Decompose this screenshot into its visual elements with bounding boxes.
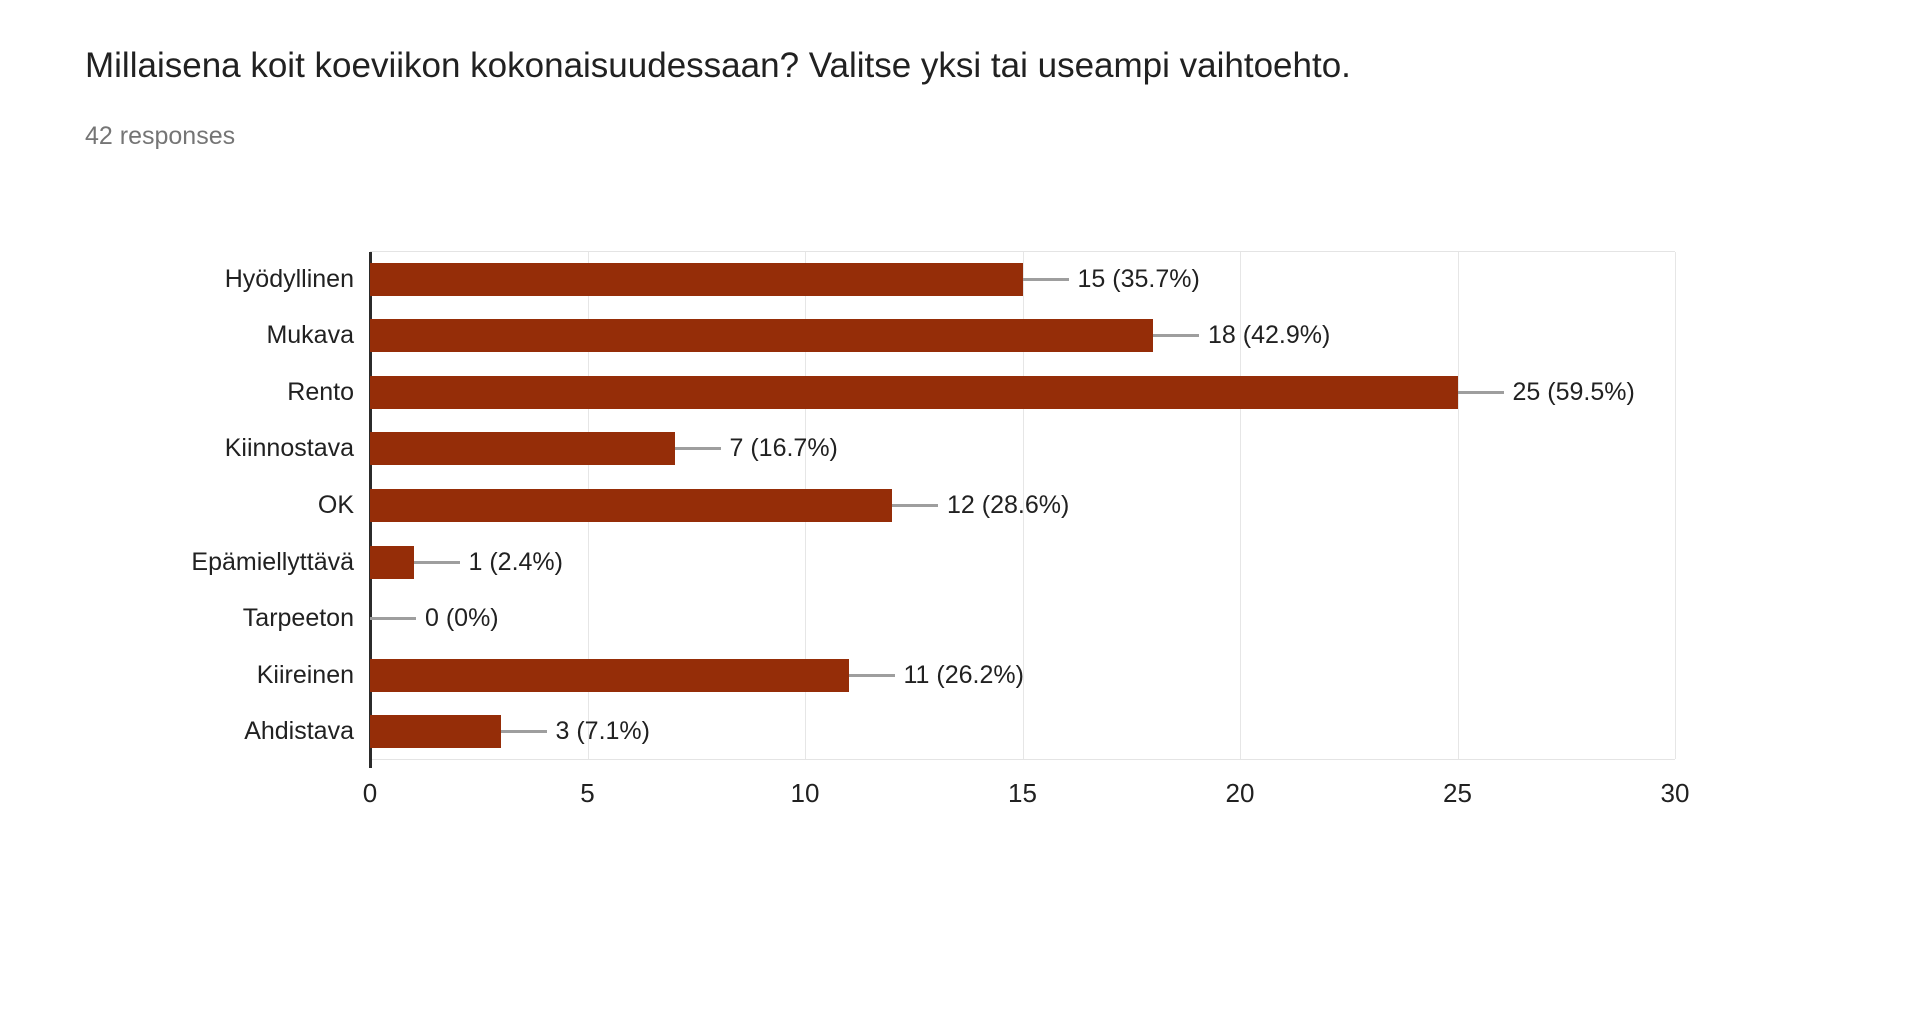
- bar-area: 3 (7.1%): [370, 703, 1675, 760]
- gridline-30: [1675, 252, 1676, 759]
- category-label: Hyödyllinen: [224, 264, 354, 293]
- chart-row: Tarpeeton 0 (0%): [85, 590, 1675, 647]
- bar: [370, 319, 1153, 353]
- category-label: Kiinnostava: [224, 434, 354, 463]
- chart-row: Rento 25 (59.5%): [85, 364, 1675, 421]
- question-title: Millaisena koit koeviikon kokonaisuudess…: [85, 46, 1351, 85]
- value-label: 1 (2.4%): [468, 547, 563, 576]
- gridline-15: [1022, 252, 1024, 759]
- x-tick-label: 5: [580, 777, 595, 808]
- x-tick-label: 0: [362, 777, 378, 808]
- bar: [370, 262, 1023, 296]
- value-label: 18 (42.9%): [1208, 321, 1331, 350]
- bar-chart: Hyödyllinen 15 (35.7%) Mukava 18 (42.9%) Ren…: [85, 251, 1690, 820]
- chart-rows: Hyödyllinen 15 (35.7%) Mukava 18 (42.9%) Ren…: [85, 251, 1675, 760]
- leader-line: [370, 617, 416, 621]
- leader-line: [1457, 390, 1504, 394]
- value-label: 7 (16.7%): [729, 434, 838, 463]
- chart-row: Mukava 18 (42.9%): [85, 308, 1675, 365]
- chart-row: Kiinnostava 7 (16.7%): [85, 421, 1675, 478]
- leader-line: [413, 560, 460, 564]
- bar: [370, 488, 892, 522]
- leader-line: [848, 673, 895, 677]
- bar-area: 15 (35.7%): [370, 251, 1675, 308]
- value-label: 15 (35.7%): [1077, 264, 1200, 293]
- chart-row: Hyödyllinen 15 (35.7%): [85, 251, 1675, 308]
- category-label: Rento: [287, 377, 354, 406]
- category-label: OK: [317, 490, 354, 519]
- value-label: 25 (59.5%): [1512, 377, 1635, 406]
- bar-area: 12 (28.6%): [370, 477, 1675, 534]
- chart-row: Ahdistava 3 (7.1%): [85, 703, 1675, 760]
- bar-area: 0 (0%): [370, 590, 1675, 647]
- x-axis: 0 5 10 15 20 25 30: [363, 760, 1690, 820]
- category-label: Ahdistava: [244, 717, 354, 746]
- leader-line: [674, 447, 721, 451]
- bar-area: 7 (16.7%): [370, 421, 1675, 478]
- bar-area: 1 (2.4%): [370, 534, 1675, 591]
- chart-row: Epämiellyttävä 1 (2.4%): [85, 534, 1675, 591]
- value-label: 0 (0%): [425, 604, 499, 633]
- x-tick-label: 15: [1008, 777, 1037, 808]
- category-label: Kiireinen: [256, 660, 354, 689]
- bar: [370, 545, 414, 579]
- bar: [370, 375, 1458, 409]
- x-tick-label: 10: [790, 777, 820, 808]
- leader-line: [1153, 334, 1199, 338]
- value-label: 12 (28.6%): [947, 490, 1070, 519]
- bar: [370, 432, 675, 466]
- responses-count: 42 responses: [85, 122, 236, 150]
- x-tick-label: 30: [1660, 777, 1690, 808]
- bar-area: 11 (26.2%): [370, 647, 1675, 704]
- chart-header: Millaisena koit koeviikon kokonaisuudess…: [0, 0, 1916, 151]
- leader-line: [1022, 277, 1069, 281]
- value-label: 3 (7.1%): [555, 717, 650, 746]
- chart-row: OK 12 (28.6%): [85, 477, 1675, 534]
- bar-area: 18 (42.9%): [370, 308, 1675, 365]
- bar: [370, 658, 849, 692]
- x-tick-label: 20: [1225, 777, 1255, 808]
- gridline-25: [1457, 252, 1459, 759]
- bar-area: 25 (59.5%): [370, 364, 1675, 421]
- category-label: Tarpeeton: [242, 604, 354, 633]
- category-label: Mukava: [266, 321, 354, 350]
- leader-line: [892, 503, 938, 507]
- x-tick-label: 25: [1443, 777, 1472, 808]
- category-label: Epämiellyttävä: [191, 547, 354, 576]
- leader-line: [500, 730, 547, 734]
- gridline-20: [1240, 252, 1241, 759]
- chart-row: Kiireinen 11 (26.2%): [85, 647, 1675, 704]
- value-label: 11 (26.2%): [903, 660, 1024, 689]
- bar: [370, 715, 501, 749]
